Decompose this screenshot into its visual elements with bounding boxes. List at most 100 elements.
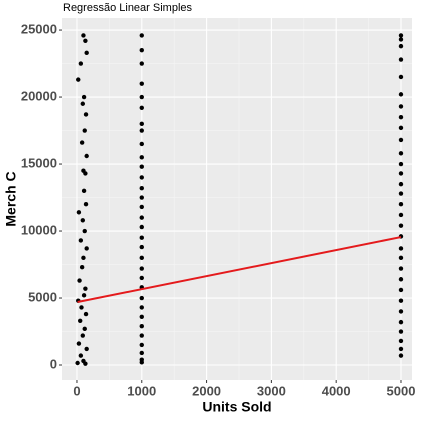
point [78,238,84,243]
point [75,360,80,366]
point [78,318,83,323]
point [77,278,82,283]
point [76,341,82,346]
point [80,333,86,338]
point [80,101,86,106]
point [398,137,404,143]
point [398,287,404,293]
point [139,164,144,169]
point [139,94,144,100]
point [139,255,144,261]
y-axis-label: Merch C [3,171,19,226]
point [139,33,144,38]
point [81,94,87,100]
y-tick-label: 25000 [21,21,57,36]
point [139,215,144,220]
point [139,275,144,281]
point [398,57,404,62]
point [398,319,404,325]
point [83,112,89,117]
point [398,191,404,196]
x-tick-label: 0 [73,383,80,398]
point [398,151,404,156]
point [84,346,89,352]
point [139,360,144,365]
x-axis-label: Units Sold [202,399,271,415]
point [139,342,144,348]
point [139,105,144,110]
point [79,140,85,145]
point [139,81,144,86]
point [398,266,404,271]
point [398,171,404,176]
point [398,37,404,42]
point [76,210,82,215]
point [398,338,404,344]
chart-title: Regressão Linear Simples [63,2,193,14]
point [398,125,404,131]
point [83,361,88,366]
x-tick-label: 4000 [322,383,351,398]
point [398,212,404,218]
point [139,195,144,200]
y-tick-label: 10000 [21,222,57,237]
point [398,353,404,358]
point [82,128,87,133]
point [398,92,404,97]
panel [62,18,412,380]
point [81,293,87,298]
point [81,188,87,194]
y-tick-label: 0 [50,356,57,371]
point [81,33,86,38]
point [398,255,404,261]
point [83,286,88,291]
x-tick-label: 2000 [192,383,221,398]
point [78,353,84,358]
point [398,246,404,251]
y-tick-label: 5000 [28,289,57,304]
point [139,47,144,53]
point [398,329,404,334]
point [139,61,144,66]
point [83,311,89,317]
point [398,43,404,49]
point [398,223,404,228]
point [139,224,144,230]
point [81,255,86,261]
point [79,265,85,270]
point [398,277,404,282]
regression-line [77,236,402,304]
point [83,38,88,43]
point [139,305,144,310]
point [139,185,144,191]
point [80,218,86,223]
point [139,333,144,338]
point [78,61,84,66]
point [84,153,89,159]
point [139,155,144,160]
point [139,350,144,356]
x-tick-label: 3000 [257,383,286,398]
point [139,235,144,240]
point [398,181,404,187]
point [139,314,144,319]
point [398,161,404,167]
y-tick-label: 20000 [21,88,57,103]
point [84,50,89,56]
point [398,202,404,207]
point [398,298,404,303]
point [139,121,144,127]
point [139,295,144,301]
point [76,77,81,82]
point [139,204,144,210]
y-tick-label: 15000 [21,155,57,170]
point [139,244,144,250]
point [398,104,404,109]
point [84,246,89,251]
point [139,128,144,133]
point [398,346,404,352]
point [139,266,144,271]
point [82,326,87,332]
point [139,141,144,147]
